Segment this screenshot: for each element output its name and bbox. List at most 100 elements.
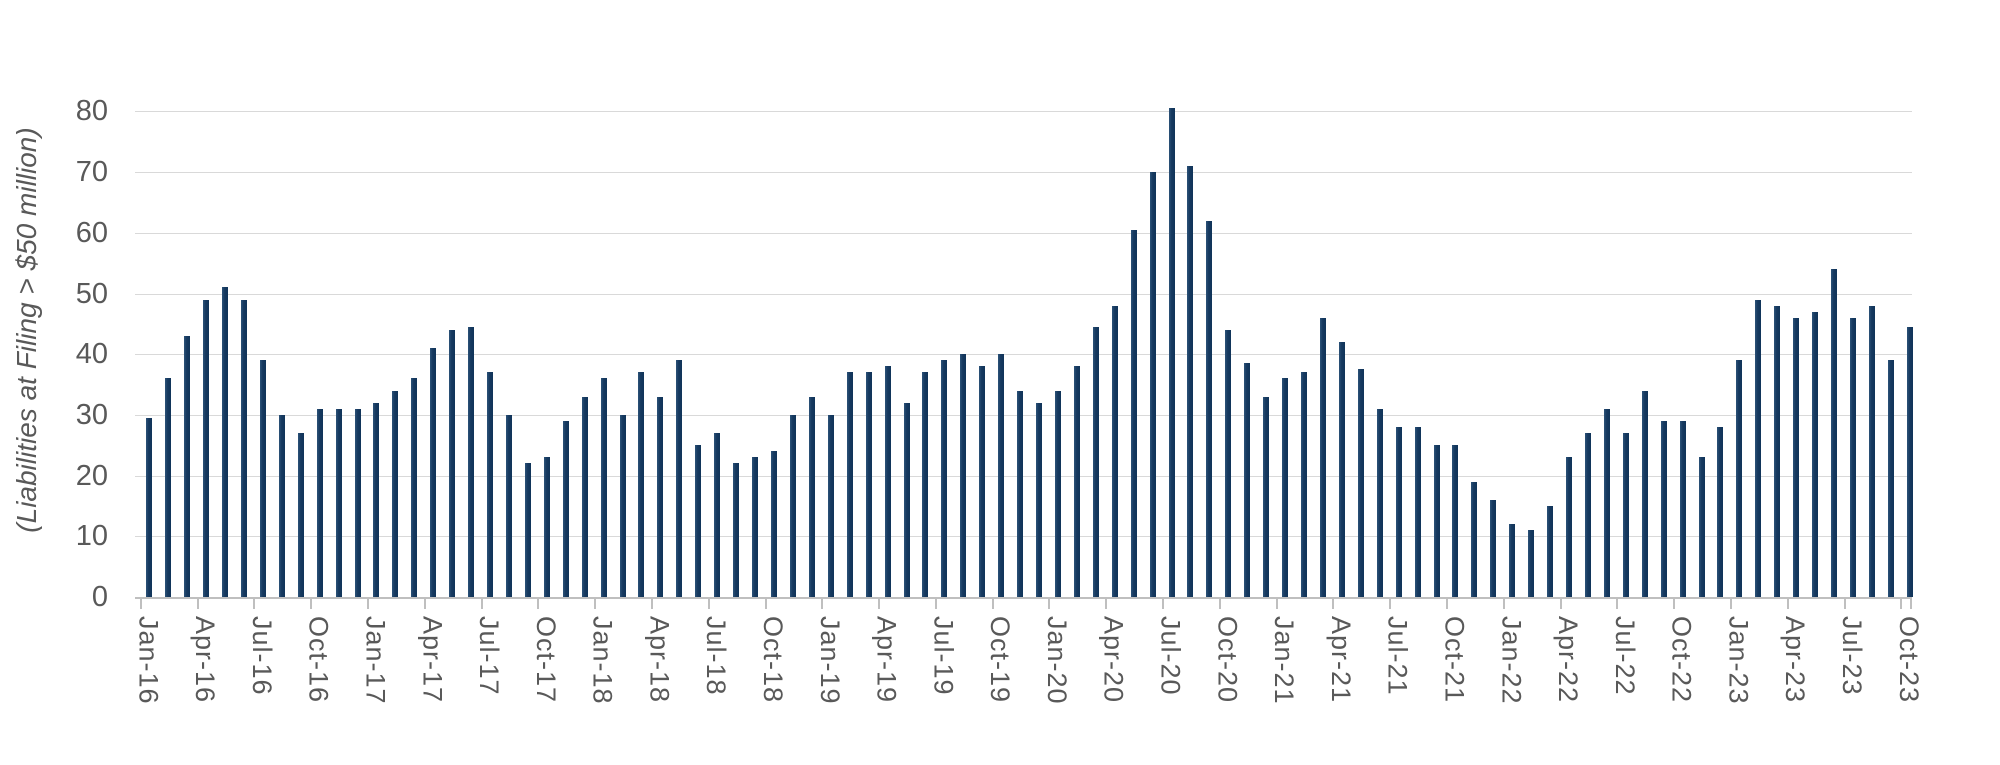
x-axis-tick-label: Jan-16 xyxy=(133,616,164,705)
bar xyxy=(789,414,796,597)
bar xyxy=(1130,229,1137,597)
bar xyxy=(411,378,418,597)
gridline xyxy=(135,414,1912,416)
bar xyxy=(1187,166,1194,597)
x-axis-tick xyxy=(821,598,824,609)
x-axis-tick-label: Apr-20 xyxy=(1098,616,1129,704)
bar xyxy=(1149,172,1156,597)
bar xyxy=(922,372,929,597)
gridline xyxy=(135,232,1912,234)
gridline xyxy=(135,475,1912,477)
bar xyxy=(259,360,266,597)
x-axis-tick xyxy=(366,598,369,609)
gridline xyxy=(135,354,1912,356)
x-axis-tick xyxy=(934,598,937,609)
x-axis-tick-label: Apr-23 xyxy=(1780,616,1811,704)
x-axis-tick xyxy=(1446,598,1448,609)
bar xyxy=(1017,390,1024,597)
bar xyxy=(449,329,456,597)
bar xyxy=(884,366,891,597)
bar xyxy=(505,414,512,597)
bar xyxy=(619,414,626,597)
x-axis-tick-label: Apr-22 xyxy=(1553,616,1584,704)
bar xyxy=(1092,326,1099,597)
bar xyxy=(714,433,721,597)
x-axis-tick xyxy=(764,598,767,609)
y-axis-tick-label: 50 xyxy=(75,277,108,310)
y-axis-tick-label: 80 xyxy=(75,95,108,128)
bar xyxy=(1111,305,1118,597)
bar xyxy=(600,378,607,597)
bar xyxy=(1887,360,1894,597)
bar xyxy=(1566,457,1573,597)
x-axis-tick-label: Jan-18 xyxy=(587,616,618,705)
bar xyxy=(676,360,683,597)
x-axis-tick-label: Oct-17 xyxy=(530,616,561,704)
bar xyxy=(240,299,247,597)
x-axis-tick-label: Apr-18 xyxy=(644,616,675,704)
bar xyxy=(1433,445,1440,597)
bar xyxy=(808,396,815,597)
bar xyxy=(1282,378,1289,597)
bar xyxy=(733,463,740,597)
bar xyxy=(335,408,342,597)
bar xyxy=(903,402,910,597)
x-axis-tick-label: Jul-18 xyxy=(701,616,732,696)
bar xyxy=(1471,481,1478,597)
x-axis-tick-label: Jul-21 xyxy=(1382,616,1413,696)
x-axis-tick-label: Oct-19 xyxy=(985,616,1016,704)
bar xyxy=(1717,427,1724,597)
bar xyxy=(1206,220,1213,597)
x-axis-tick-label: Jul-22 xyxy=(1609,616,1640,696)
bar xyxy=(1868,305,1875,597)
y-axis-tick-label: 0 xyxy=(91,581,108,613)
x-axis-tick xyxy=(1559,598,1562,609)
y-axis-tick-label: 30 xyxy=(75,398,108,431)
bar xyxy=(1906,326,1913,597)
x-axis-tick xyxy=(1162,598,1165,609)
bar xyxy=(1774,305,1781,597)
y-axis-tick-label: 10 xyxy=(75,520,108,553)
bar xyxy=(1812,311,1819,597)
x-axis-tick-label: Jul-19 xyxy=(928,616,959,696)
x-axis-tick xyxy=(1786,598,1789,609)
bar xyxy=(1622,433,1629,597)
bar xyxy=(1660,420,1667,597)
x-axis-tick-label: Jan-21 xyxy=(1269,616,1300,705)
bar xyxy=(1528,530,1535,597)
x-axis-tick xyxy=(594,598,597,609)
plot-area: Jan-16 Apr-16 Jul-16 Oct-16 Jan-17 Apr-17 Jul-… xyxy=(133,0,1924,765)
x-axis-tick-label: Oct-18 xyxy=(757,616,788,704)
bar xyxy=(638,372,645,597)
bar xyxy=(1036,402,1042,597)
bar xyxy=(278,414,285,597)
x-axis-tick-label: Jul-16 xyxy=(246,616,277,696)
x-axis-tick xyxy=(1843,598,1846,609)
bar xyxy=(562,420,569,597)
bar xyxy=(1357,369,1364,597)
x-axis-tick-label: Jan-23 xyxy=(1723,616,1754,705)
x-axis-tick-label: Oct-20 xyxy=(1212,616,1243,704)
bar xyxy=(1319,317,1326,597)
bar xyxy=(770,451,777,597)
y-axis-title: (Liabilities at Filing > $50 million) xyxy=(11,127,42,533)
bar xyxy=(184,335,191,597)
bar xyxy=(998,354,1005,597)
x-axis-tick xyxy=(1275,598,1278,609)
x-axis-tick-label: Jul-23 xyxy=(1837,616,1867,696)
bar xyxy=(430,348,437,597)
x-axis-tick xyxy=(1389,598,1392,609)
bar xyxy=(1376,408,1383,597)
bar xyxy=(827,414,834,597)
x-axis-tick-label: Jan-19 xyxy=(814,616,845,705)
x-axis-tick-label: Apr-16 xyxy=(190,616,221,704)
x-axis-tick xyxy=(1910,598,1912,609)
bar xyxy=(1054,390,1061,597)
bar xyxy=(1736,360,1743,597)
x-axis-tick xyxy=(707,598,710,609)
bar xyxy=(524,463,531,597)
x-axis-tick xyxy=(650,598,653,609)
x-axis-tick xyxy=(1502,598,1505,609)
x-axis-tick xyxy=(1105,598,1108,609)
bar xyxy=(1414,427,1421,597)
